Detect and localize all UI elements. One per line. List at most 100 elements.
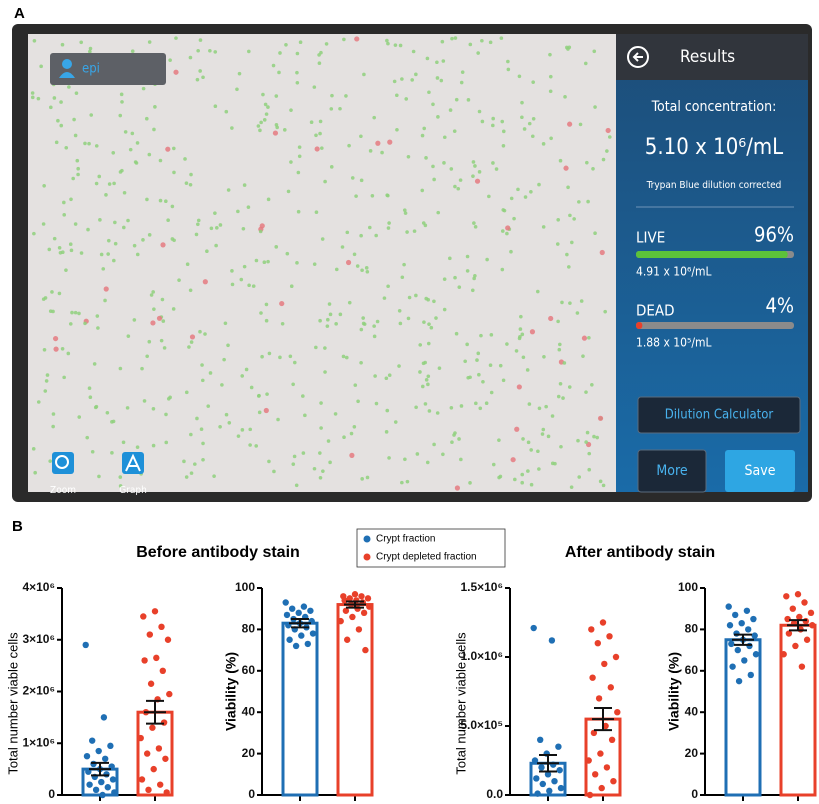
bar bbox=[138, 712, 172, 795]
panel-label: B bbox=[12, 518, 23, 535]
legend-label: Crypt depleted fraction bbox=[376, 552, 477, 563]
data-point bbox=[103, 771, 109, 777]
data-point bbox=[90, 761, 96, 767]
y-axis-label: Total number viable cells bbox=[5, 632, 20, 775]
data-point bbox=[610, 778, 616, 784]
y-tick-label: 60 bbox=[685, 663, 699, 677]
data-point bbox=[366, 603, 372, 609]
data-point bbox=[93, 787, 99, 793]
y-tick-label: 20 bbox=[242, 746, 256, 760]
data-point bbox=[549, 637, 555, 643]
data-point bbox=[307, 608, 313, 614]
data-point bbox=[531, 625, 537, 631]
dead-percent: 4% bbox=[765, 294, 794, 318]
data-point bbox=[144, 750, 150, 756]
data-point bbox=[362, 647, 368, 653]
user-box bbox=[50, 53, 166, 85]
data-point bbox=[84, 753, 90, 759]
data-point bbox=[546, 788, 552, 794]
y-axis-label: Viability (%) bbox=[666, 652, 682, 731]
data-point bbox=[809, 622, 815, 628]
legend-marker bbox=[364, 536, 371, 543]
data-point bbox=[102, 756, 108, 762]
data-point bbox=[344, 637, 350, 643]
data-point bbox=[160, 668, 166, 674]
data-point bbox=[358, 593, 364, 599]
bar bbox=[283, 623, 317, 795]
data-point bbox=[729, 663, 735, 669]
data-point bbox=[795, 591, 801, 597]
data-point bbox=[164, 789, 170, 795]
data-point bbox=[741, 657, 747, 663]
data-point bbox=[592, 771, 598, 777]
data-point bbox=[540, 781, 546, 787]
data-point bbox=[162, 756, 168, 762]
data-point bbox=[338, 618, 344, 624]
data-point bbox=[148, 681, 154, 687]
data-point bbox=[804, 637, 810, 643]
data-point bbox=[305, 641, 311, 647]
data-point bbox=[139, 776, 145, 782]
data-point bbox=[557, 767, 563, 773]
y-tick-label: 4×10⁶ bbox=[22, 580, 55, 594]
data-point bbox=[152, 608, 158, 614]
cell-image bbox=[28, 34, 616, 492]
error-bar bbox=[344, 601, 366, 607]
data-point bbox=[356, 626, 362, 632]
dead-bar bbox=[636, 322, 642, 329]
data-point bbox=[361, 610, 367, 616]
button-label[interactable]: Save bbox=[745, 463, 776, 479]
figure: A epi Zoom Graph Results Total concentra… bbox=[0, 0, 819, 804]
total-value: 5.10 x 10⁶/mL bbox=[645, 135, 783, 160]
data-point bbox=[365, 595, 371, 601]
data-point bbox=[111, 789, 117, 795]
data-point bbox=[586, 757, 592, 763]
tool-label: Graph bbox=[119, 485, 147, 496]
data-point bbox=[99, 792, 105, 798]
data-point bbox=[145, 787, 151, 793]
live-concentration: 4.91 x 10⁶/mL bbox=[636, 265, 712, 279]
data-point bbox=[101, 714, 107, 720]
y-tick-label: 80 bbox=[685, 622, 699, 636]
data-point bbox=[744, 608, 750, 614]
data-point bbox=[310, 630, 316, 636]
total-label: Total concentration: bbox=[651, 99, 777, 115]
y-tick-label: 40 bbox=[242, 704, 256, 718]
button-label[interactable]: More bbox=[656, 463, 687, 479]
data-point bbox=[349, 614, 355, 620]
data-point bbox=[538, 764, 544, 770]
data-point bbox=[735, 647, 741, 653]
data-point bbox=[753, 651, 759, 657]
live-bar bbox=[636, 251, 788, 258]
data-point bbox=[151, 766, 157, 772]
data-point bbox=[745, 626, 751, 632]
y-tick-label: 0 bbox=[248, 787, 255, 801]
y-tick-label: 40 bbox=[685, 704, 699, 718]
data-point bbox=[752, 632, 758, 638]
panel-label: A bbox=[14, 5, 25, 22]
data-point bbox=[746, 643, 752, 649]
bar bbox=[781, 625, 815, 795]
y-tick-label: 0 bbox=[48, 787, 55, 801]
data-point bbox=[298, 632, 304, 638]
data-point bbox=[286, 637, 292, 643]
data-point bbox=[98, 779, 104, 785]
data-point bbox=[733, 630, 739, 636]
data-point bbox=[790, 606, 796, 612]
data-point bbox=[138, 735, 144, 741]
data-point bbox=[588, 626, 594, 632]
data-point bbox=[86, 781, 92, 787]
data-point bbox=[83, 642, 89, 648]
data-point bbox=[803, 618, 809, 624]
data-point bbox=[595, 640, 601, 646]
dead-concentration: 1.88 x 10⁵/mL bbox=[636, 336, 712, 350]
data-point bbox=[551, 778, 557, 784]
y-tick-label: 100 bbox=[235, 580, 255, 594]
data-point bbox=[147, 631, 153, 637]
group-title: After antibody stain bbox=[565, 544, 715, 561]
button-label[interactable]: Dilution Calculator bbox=[665, 408, 774, 423]
data-point bbox=[748, 672, 754, 678]
data-point bbox=[608, 684, 614, 690]
dead-track bbox=[636, 322, 794, 329]
legend-marker bbox=[364, 554, 371, 561]
